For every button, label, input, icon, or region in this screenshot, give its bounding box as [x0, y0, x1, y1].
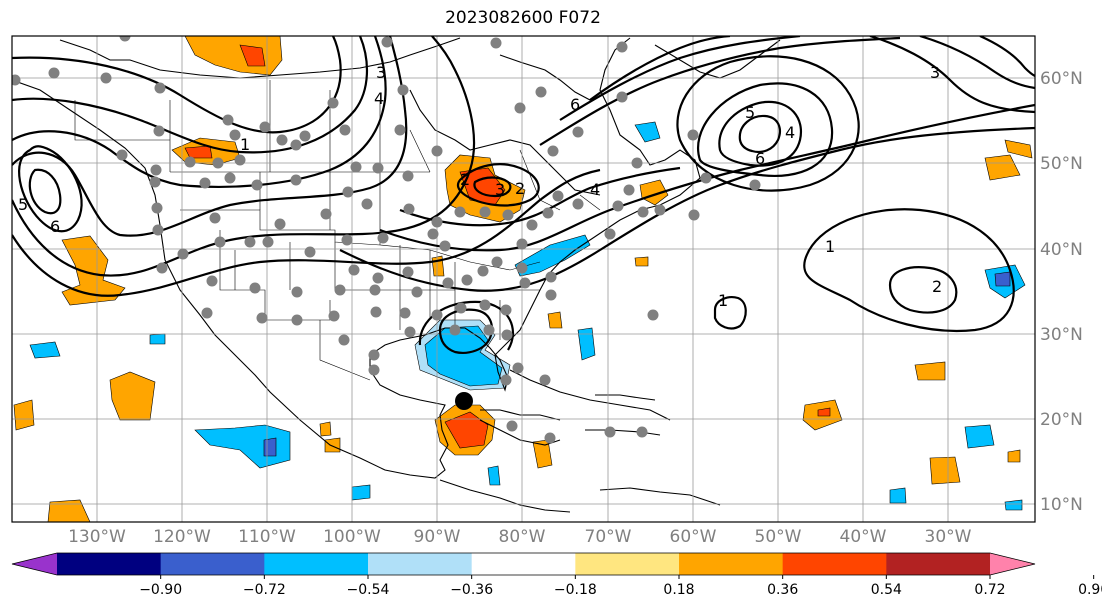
colorbar-tick-label: −0.72 — [243, 582, 286, 598]
colorbar-tick-label: 0.18 — [663, 582, 694, 598]
latitude-labels: 60°N 50°N 40°N 30°N 20°N 10°N — [1040, 69, 1083, 515]
shade-blue-area — [890, 488, 906, 503]
colorbar-tick-label: −0.36 — [450, 582, 493, 598]
lat-label: 40°N — [1040, 240, 1083, 260]
colorbar-segment — [368, 553, 472, 575]
contour-label: 1 — [825, 237, 835, 256]
lat-label: 10°N — [1040, 495, 1083, 515]
shade-blue-area — [488, 466, 500, 485]
shade-blue-area — [1005, 500, 1022, 510]
colorbar-tick-label: −0.90 — [139, 582, 182, 598]
colorbar-tick-label: −0.54 — [347, 582, 390, 598]
colorbar-segment — [161, 553, 265, 575]
shade-orange-area — [548, 312, 562, 328]
shade-blue-area — [150, 334, 165, 344]
contour-label: 4 — [590, 180, 600, 199]
colorbar-tick-label: 0.90 — [1078, 582, 1102, 598]
colorbar-segment — [575, 553, 679, 575]
shade-orange-area — [320, 422, 331, 436]
lon-label: 120°W — [153, 527, 211, 547]
colorbar-tick-label: 0.72 — [974, 582, 1005, 598]
contour-label: 2 — [515, 179, 525, 198]
contour-label: 4 — [785, 123, 795, 142]
contour-label: 5 — [18, 195, 28, 214]
contour-label: 5 — [745, 103, 755, 122]
contour-label: 4 — [374, 89, 384, 108]
lon-label: 70°W — [585, 527, 632, 547]
shade-orange-area — [915, 362, 945, 380]
shade-blue-area — [30, 342, 60, 358]
lon-label: 60°W — [670, 527, 717, 547]
colorbar-extend-min — [12, 553, 57, 575]
colorbar-segment — [472, 553, 576, 575]
shade-royalblue-area — [995, 272, 1010, 286]
contour-label: 3 — [376, 63, 386, 82]
shade-royalblue-area — [264, 438, 276, 456]
colorbar: −0.90 −0.72 −0.54 −0.36 −0.18 0.18 0.36 0.54 0.7… — [12, 553, 1102, 598]
lon-label: 30°W — [925, 527, 972, 547]
shade-orange-area — [325, 438, 340, 452]
contour-label: 3 — [930, 63, 940, 82]
shade-orange-area — [635, 257, 648, 266]
shade-red-area — [185, 146, 212, 158]
colorbar-tick-label: 0.54 — [871, 582, 902, 598]
storm-center-marker[interactable] — [455, 392, 473, 410]
contour-label: 2 — [460, 170, 470, 189]
lat-label: 50°N — [1040, 154, 1083, 174]
colorbar-segment — [264, 553, 368, 575]
shade-orange-area — [930, 457, 960, 484]
lat-label: 20°N — [1040, 410, 1083, 430]
contour-label: 2 — [932, 277, 942, 296]
colorbar-extend-max — [990, 553, 1035, 575]
shade-blue-area — [965, 425, 994, 448]
lon-label: 50°W — [755, 527, 802, 547]
lon-label: 100°W — [323, 527, 381, 547]
lon-label: 110°W — [238, 527, 296, 547]
lon-label: 40°W — [840, 527, 887, 547]
longitude-labels: 130°W 120°W 110°W 100°W 90°W 80°W 70°W 6… — [68, 527, 972, 547]
colorbar-segment — [783, 553, 887, 575]
lat-label: 60°N — [1040, 69, 1083, 89]
shade-blue-area — [352, 485, 370, 500]
contour-label: 6 — [570, 95, 580, 114]
colorbar-segment — [57, 553, 161, 575]
lon-label: 130°W — [68, 527, 126, 547]
colorbar-tick-label: 0.36 — [767, 582, 798, 598]
contour-label: 1 — [718, 291, 728, 310]
lon-label: 90°W — [414, 527, 461, 547]
contour-label: 3 — [495, 180, 505, 199]
shade-orange-area — [14, 400, 34, 430]
lon-label: 80°W — [499, 527, 546, 547]
colorbar-segment — [886, 553, 990, 575]
lat-label: 30°N — [1040, 325, 1083, 345]
colorbar-tick-label: −0.18 — [554, 582, 597, 598]
contour-label: 6 — [755, 149, 765, 168]
contour-label: 1 — [240, 135, 250, 154]
contour-label: 6 — [50, 217, 60, 236]
colorbar-segment — [679, 553, 783, 575]
shade-orange-area — [1008, 450, 1020, 462]
